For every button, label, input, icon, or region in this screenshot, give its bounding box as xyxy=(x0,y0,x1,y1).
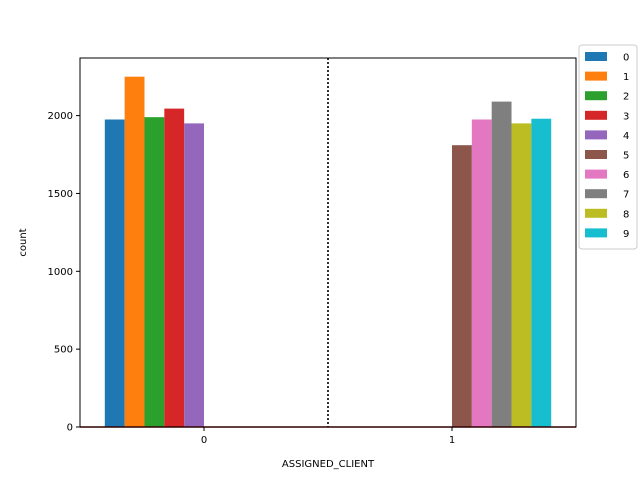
bar-6-cat-1 xyxy=(471,119,492,427)
y-axis: 0 500 1000 1500 2000 xyxy=(48,111,80,434)
bar-5-cat-1 xyxy=(452,145,472,427)
x-tick-label: 0 xyxy=(201,435,207,446)
x-tick-label: 1 xyxy=(449,435,455,446)
legend-label: 1 xyxy=(623,72,629,83)
legend-swatch xyxy=(585,150,607,159)
legend: 0 1 2 3 4 5 6 7 8 9 xyxy=(578,44,638,250)
bar-9-cat-1 xyxy=(531,118,552,427)
bar-3-cat-0 xyxy=(164,108,185,428)
legend-swatch xyxy=(585,71,607,81)
bar-4-cat-0 xyxy=(184,123,204,428)
bar-1-cat-0 xyxy=(124,76,145,428)
bar-8-cat-1 xyxy=(511,123,532,428)
y-tick-label: 0 xyxy=(67,423,73,434)
legend-label: 9 xyxy=(623,229,629,240)
y-tick-label: 2000 xyxy=(48,111,73,122)
legend-label: 6 xyxy=(623,170,629,181)
y-tick-label: 1000 xyxy=(48,267,73,278)
legend-swatch xyxy=(585,130,607,140)
bar-2-cat-0 xyxy=(144,117,165,428)
legend-label: 8 xyxy=(623,209,629,220)
legend-label: 0 xyxy=(623,53,629,64)
legend-label: 7 xyxy=(623,190,629,201)
legend-swatch xyxy=(585,169,607,179)
plot-frame xyxy=(79,57,577,428)
y-axis-label: count xyxy=(18,228,29,256)
x-axis-label: ASSIGNED_CLIENT xyxy=(282,459,375,470)
y-tick-label: 500 xyxy=(54,345,73,356)
legend-swatch xyxy=(585,208,607,218)
legend-swatch xyxy=(585,91,607,101)
legend-label: 2 xyxy=(623,92,629,103)
legend-swatch xyxy=(585,228,607,238)
legend-swatch xyxy=(585,110,607,120)
y-tick-label: 1500 xyxy=(48,189,73,200)
legend-label: 5 xyxy=(623,151,629,162)
bar-0-cat-0 xyxy=(104,119,125,427)
legend-swatch xyxy=(585,189,607,199)
bars-group xyxy=(104,76,552,428)
legend-label: 3 xyxy=(623,111,629,122)
bar-7-cat-1 xyxy=(491,101,512,427)
legend-swatch xyxy=(585,52,607,61)
legend-label: 4 xyxy=(623,131,629,142)
